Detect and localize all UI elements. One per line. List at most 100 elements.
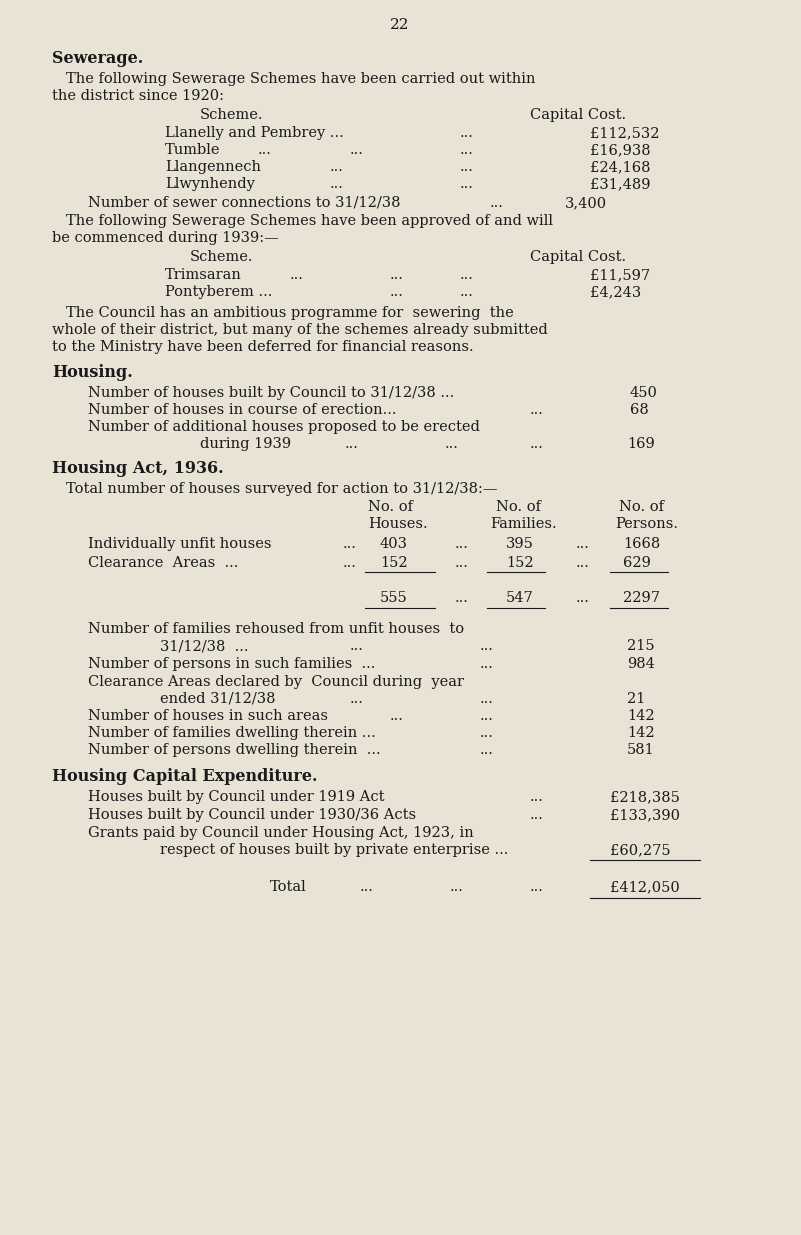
Text: Llangennech: Llangennech (165, 161, 261, 174)
Text: Capital Cost.: Capital Cost. (530, 249, 626, 264)
Text: ...: ... (360, 881, 374, 894)
Text: Houses built by Council under 1919 Act: Houses built by Council under 1919 Act (88, 790, 384, 804)
Text: ...: ... (576, 556, 590, 571)
Text: Housing.: Housing. (52, 364, 133, 382)
Text: Clearance Areas declared by  Council during  year: Clearance Areas declared by Council duri… (88, 676, 464, 689)
Text: ...: ... (460, 126, 474, 140)
Text: Sewerage.: Sewerage. (52, 49, 143, 67)
Text: ...: ... (480, 638, 494, 653)
Text: Total: Total (270, 881, 307, 894)
Text: ...: ... (530, 437, 544, 451)
Text: ended 31/12/38: ended 31/12/38 (160, 692, 276, 706)
Text: ...: ... (390, 285, 404, 299)
Text: Tumble: Tumble (165, 143, 220, 157)
Text: £218,385: £218,385 (610, 790, 680, 804)
Text: ...: ... (460, 161, 474, 174)
Text: £16,938: £16,938 (590, 143, 650, 157)
Text: £60,275: £60,275 (610, 844, 670, 857)
Text: Number of houses in such areas: Number of houses in such areas (88, 709, 328, 722)
Text: 984: 984 (627, 657, 655, 671)
Text: ...: ... (576, 537, 590, 551)
Text: respect of houses built by private enterprise ...: respect of houses built by private enter… (160, 844, 509, 857)
Text: 1668: 1668 (623, 537, 660, 551)
Text: Number of houses built by Council to 31/12/38 ...: Number of houses built by Council to 31/… (88, 387, 454, 400)
Text: Houses built by Council under 1930/36 Acts: Houses built by Council under 1930/36 Ac… (88, 808, 417, 823)
Text: 169: 169 (627, 437, 654, 451)
Text: Individually unfit houses: Individually unfit houses (88, 537, 272, 551)
Text: £412,050: £412,050 (610, 881, 680, 894)
Text: ...: ... (455, 556, 469, 571)
Text: £31,489: £31,489 (590, 177, 650, 191)
Text: 152: 152 (506, 556, 533, 571)
Text: The following Sewerage Schemes have been approved of and will: The following Sewerage Schemes have been… (66, 214, 553, 228)
Text: 555: 555 (380, 592, 408, 605)
Text: ...: ... (490, 196, 504, 210)
Text: Housing Capital Expenditure.: Housing Capital Expenditure. (52, 768, 317, 785)
Text: 215: 215 (627, 638, 654, 653)
Text: ...: ... (350, 692, 364, 706)
Text: 21: 21 (627, 692, 646, 706)
Text: Number of persons dwelling therein  ...: Number of persons dwelling therein ... (88, 743, 380, 757)
Text: Houses.: Houses. (368, 517, 428, 531)
Text: Trimsaran: Trimsaran (165, 268, 242, 282)
Text: Capital Cost.: Capital Cost. (530, 107, 626, 122)
Text: 403: 403 (380, 537, 408, 551)
Text: Llanelly and Pembrey ...: Llanelly and Pembrey ... (165, 126, 344, 140)
Text: ...: ... (345, 437, 359, 451)
Text: 2297: 2297 (623, 592, 660, 605)
Text: ...: ... (530, 808, 544, 823)
Text: 629: 629 (623, 556, 651, 571)
Text: The following Sewerage Schemes have been carried out within: The following Sewerage Schemes have been… (66, 72, 536, 86)
Text: £24,168: £24,168 (590, 161, 650, 174)
Text: No. of: No. of (368, 500, 413, 514)
Text: No. of: No. of (619, 500, 664, 514)
Text: 450: 450 (630, 387, 658, 400)
Text: ...: ... (343, 556, 357, 571)
Text: Pontyberem ...: Pontyberem ... (165, 285, 272, 299)
Text: ...: ... (330, 161, 344, 174)
Text: Scheme.: Scheme. (190, 249, 253, 264)
Text: 22: 22 (390, 19, 410, 32)
Text: ...: ... (480, 726, 494, 740)
Text: £133,390: £133,390 (610, 808, 680, 823)
Text: 395: 395 (506, 537, 534, 551)
Text: Llwynhendy: Llwynhendy (165, 177, 255, 191)
Text: ...: ... (530, 881, 544, 894)
Text: ...: ... (450, 881, 464, 894)
Text: during 1939: during 1939 (200, 437, 291, 451)
Text: Number of families dwelling therein ...: Number of families dwelling therein ... (88, 726, 376, 740)
Text: be commenced during 1939:—: be commenced during 1939:— (52, 231, 279, 245)
Text: Families.: Families. (490, 517, 557, 531)
Text: Number of additional houses proposed to be erected: Number of additional houses proposed to … (88, 420, 480, 433)
Text: Number of sewer connections to 31/12/38: Number of sewer connections to 31/12/38 (88, 196, 400, 210)
Text: ...: ... (390, 268, 404, 282)
Text: Persons.: Persons. (615, 517, 678, 531)
Text: ...: ... (290, 268, 304, 282)
Text: Clearance  Areas  ...: Clearance Areas ... (88, 556, 239, 571)
Text: ...: ... (460, 268, 474, 282)
Text: Number of persons in such families  ...: Number of persons in such families ... (88, 657, 376, 671)
Text: 581: 581 (627, 743, 654, 757)
Text: £4,243: £4,243 (590, 285, 642, 299)
Text: Number of houses in course of erection...: Number of houses in course of erection..… (88, 403, 396, 417)
Text: Grants paid by Council under Housing Act, 1923, in: Grants paid by Council under Housing Act… (88, 826, 473, 840)
Text: ...: ... (480, 743, 494, 757)
Text: 68: 68 (630, 403, 649, 417)
Text: ...: ... (445, 437, 459, 451)
Text: ...: ... (455, 592, 469, 605)
Text: £112,532: £112,532 (590, 126, 659, 140)
Text: ...: ... (350, 638, 364, 653)
Text: ...: ... (258, 143, 272, 157)
Text: whole of their district, but many of the schemes already submitted: whole of their district, but many of the… (52, 324, 548, 337)
Text: 142: 142 (627, 726, 654, 740)
Text: ...: ... (455, 537, 469, 551)
Text: ...: ... (460, 177, 474, 191)
Text: ...: ... (330, 177, 344, 191)
Text: ...: ... (480, 709, 494, 722)
Text: 142: 142 (627, 709, 654, 722)
Text: ...: ... (343, 537, 357, 551)
Text: Scheme.: Scheme. (200, 107, 264, 122)
Text: £11,597: £11,597 (590, 268, 650, 282)
Text: 3,400: 3,400 (565, 196, 607, 210)
Text: Total number of houses surveyed for action to 31/12/38:—: Total number of houses surveyed for acti… (66, 482, 497, 496)
